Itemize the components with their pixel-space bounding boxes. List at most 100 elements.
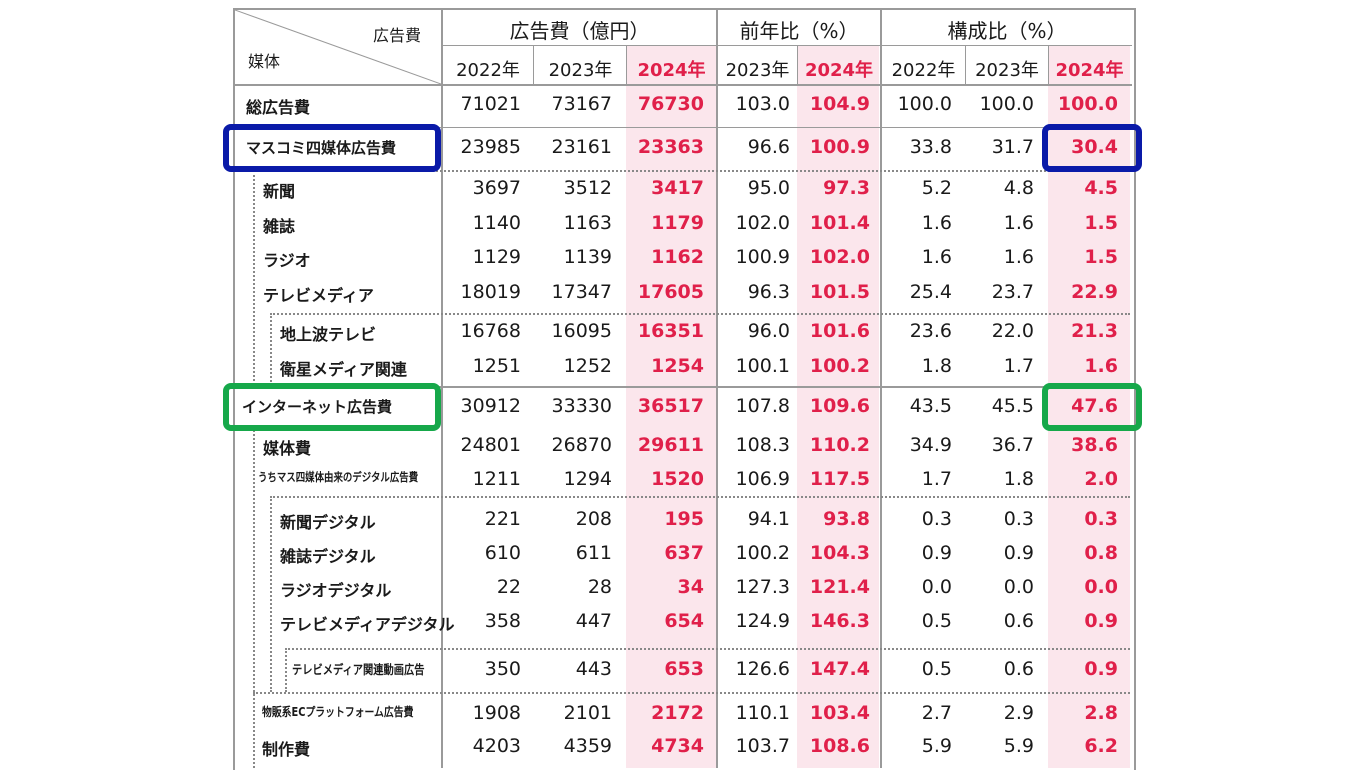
table-cell: 97.3 xyxy=(823,177,870,199)
year-header: 2022年 xyxy=(456,60,520,81)
table-cell: 22.0 xyxy=(991,320,1034,342)
table-cell: 0.9 xyxy=(1084,610,1118,632)
table-cell: 0.5 xyxy=(921,610,952,632)
row-label: 新聞デジタル xyxy=(280,513,376,532)
highlight-box-internet-share xyxy=(1042,383,1142,431)
table-cell: 1162 xyxy=(651,246,704,268)
table-cell: 121.4 xyxy=(809,576,870,598)
header-yoy: 前年比（%） xyxy=(739,19,859,43)
table-cell: 100.0 xyxy=(1057,93,1118,115)
table-cell: 124.9 xyxy=(735,610,790,632)
table-cell: 100.2 xyxy=(809,355,870,377)
table-cell: 17347 xyxy=(551,281,612,303)
table-cell: 0.6 xyxy=(1003,610,1034,632)
year-header: 2023年 xyxy=(975,60,1039,81)
table-cell: 102.0 xyxy=(735,212,790,234)
indent-guide xyxy=(285,648,287,692)
table-cell: 1.8 xyxy=(1003,468,1034,490)
highlight-2024-yoy xyxy=(797,46,879,768)
table-cell: 126.6 xyxy=(735,658,790,680)
row-divider xyxy=(270,313,1130,315)
table-cell: 654 xyxy=(664,610,704,632)
table-cell: 110.1 xyxy=(735,702,790,724)
col-divider xyxy=(716,8,718,768)
table-cell: 100.9 xyxy=(809,136,870,158)
table-cell: 47.6 xyxy=(1071,395,1118,417)
table-cell: 94.1 xyxy=(747,508,790,530)
table-cell: 36517 xyxy=(637,395,704,417)
table-cell: 1139 xyxy=(563,246,612,268)
table-cell: 2.0 xyxy=(1084,468,1118,490)
indent-guide xyxy=(253,430,255,768)
table-cell: 102.0 xyxy=(809,246,870,268)
table-cell: 34.9 xyxy=(909,434,952,456)
table-cell: 1211 xyxy=(472,468,521,490)
table-cell: 101.4 xyxy=(809,212,870,234)
table-cell: 36.7 xyxy=(991,434,1034,456)
table-cell: 1.5 xyxy=(1084,246,1118,268)
table-cell: 0.5 xyxy=(921,658,952,680)
table-cell: 1.8 xyxy=(921,355,952,377)
table-cell: 610 xyxy=(484,542,521,564)
table-cell: 33330 xyxy=(551,395,612,417)
table-cell: 100.9 xyxy=(735,246,790,268)
table-cell: 1.5 xyxy=(1084,212,1118,234)
table-cell: 3697 xyxy=(472,177,521,199)
table-cell: 100.2 xyxy=(735,542,790,564)
table-cell: 1252 xyxy=(563,355,612,377)
table-cell: 147.4 xyxy=(809,658,870,680)
table-cell: 6.2 xyxy=(1084,735,1118,757)
table-cell: 31.7 xyxy=(991,136,1034,158)
year-header: 2023年 xyxy=(725,60,790,81)
table-cell: 2.8 xyxy=(1084,702,1118,724)
table-cell: 107.8 xyxy=(735,395,790,417)
table-cell: 1.7 xyxy=(921,468,952,490)
table-cell: 29611 xyxy=(637,434,704,456)
table-cell: 96.3 xyxy=(747,281,790,303)
highlight-box-internet-label xyxy=(223,383,441,431)
row-label: 地上波テレビ xyxy=(280,325,377,344)
col-divider xyxy=(1048,46,1049,84)
row-label: 衛星メディア関連 xyxy=(280,360,407,379)
row-label: テレビメディア関連動画広告 xyxy=(292,662,425,677)
table-cell: 17605 xyxy=(637,281,704,303)
table-cell: 0.0 xyxy=(921,576,952,598)
table-cell: 101.5 xyxy=(809,281,870,303)
row-divider xyxy=(233,127,1132,128)
table-cell: 1294 xyxy=(563,468,612,490)
table-cell: 96.6 xyxy=(747,136,790,158)
table-cell: 73167 xyxy=(551,93,612,115)
table-cell: 23161 xyxy=(551,136,612,158)
row-divider xyxy=(443,45,1132,46)
table-cell: 2172 xyxy=(651,702,704,724)
row-label: 雑誌 xyxy=(263,217,296,236)
table-cell: 0.3 xyxy=(1003,508,1034,530)
table-cell: 350 xyxy=(484,658,521,680)
table-cell: 104.9 xyxy=(809,93,870,115)
table-cell: 0.0 xyxy=(1003,576,1034,598)
year-header: 2023年 xyxy=(548,60,613,81)
highlight-box-mass-media-label xyxy=(223,124,441,172)
table-cell: 1163 xyxy=(563,212,612,234)
table-cell: 5.2 xyxy=(921,177,952,199)
table-cell: 104.3 xyxy=(809,542,870,564)
table-cell: 101.6 xyxy=(809,320,870,342)
year-header: 2024年 xyxy=(637,60,706,81)
row-label: ラジオデジタル xyxy=(280,581,392,600)
table-cell: 76730 xyxy=(637,93,704,115)
table-cell: 30912 xyxy=(460,395,521,417)
col-divider xyxy=(797,46,798,84)
table-cell: 1.6 xyxy=(1003,212,1034,234)
table-cell: 108.6 xyxy=(809,735,870,757)
indent-guide xyxy=(270,496,272,692)
row-divider xyxy=(233,84,1132,86)
table-cell: 95.0 xyxy=(747,177,790,199)
table-cell: 127.3 xyxy=(735,576,790,598)
table-cell: 1.6 xyxy=(921,212,952,234)
corner-bottom-label: 媒体 xyxy=(248,52,281,71)
table-cell: 208 xyxy=(575,508,612,530)
row-label: 雑誌デジタル xyxy=(280,547,376,566)
year-header: 2022年 xyxy=(891,60,956,81)
col-divider xyxy=(880,8,882,768)
table-cell: 103.0 xyxy=(735,93,790,115)
